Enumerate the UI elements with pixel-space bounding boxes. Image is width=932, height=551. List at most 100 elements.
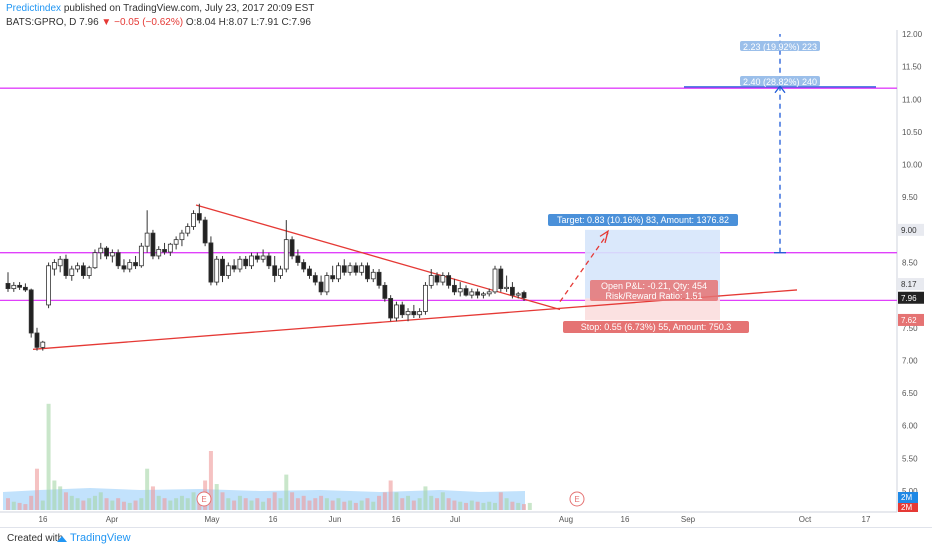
price-chart[interactable]: 5.005.506.006.507.007.508.008.509.009.50… (0, 0, 932, 527)
y-tick-label: 5.50 (902, 454, 918, 463)
volume-bar (516, 502, 521, 510)
volume-bar (388, 480, 393, 510)
projection-path (559, 232, 609, 303)
volume-bar (353, 502, 358, 510)
tradingview-logo-icon (57, 536, 67, 542)
x-tick-label: 16 (269, 515, 278, 524)
volume-bar (162, 498, 167, 510)
candle-body (521, 292, 527, 299)
candle-body (353, 265, 359, 273)
y-tick-label: 6.00 (902, 422, 918, 431)
volume-bar (469, 500, 474, 510)
volume-bar (394, 492, 399, 510)
x-tick-label: May (204, 515, 219, 524)
candle-body (109, 252, 115, 257)
candle-body (278, 268, 283, 276)
measure-label-2-text: 2.40 (28.82%) 240 (743, 77, 817, 87)
candle-body (330, 275, 336, 280)
candle-body (63, 258, 69, 276)
volume-bar (406, 495, 411, 510)
candle-body (40, 341, 46, 348)
volume-bar (208, 451, 213, 510)
volume-bar (11, 501, 16, 510)
candle-body (156, 249, 162, 257)
y-tick-label: 12.00 (902, 30, 923, 39)
candle-body (289, 239, 295, 257)
price-change: −0.05 (−0.62%) (114, 17, 184, 28)
volume-bar (179, 495, 184, 510)
volume-bar (510, 501, 515, 510)
candle-body (80, 265, 86, 276)
candle-body (22, 286, 28, 291)
down-arrow-icon: ▼ (101, 17, 112, 28)
volume-bar (261, 501, 266, 510)
projection-arrow-icon (599, 229, 610, 244)
candle-body (162, 249, 167, 253)
candle-body (318, 281, 324, 293)
x-tick-label: Aug (559, 515, 573, 524)
candle-body (295, 255, 301, 263)
volume-bar (116, 498, 121, 510)
volume-bar (98, 492, 103, 510)
candle-body (376, 271, 382, 286)
candle-body (127, 262, 133, 270)
volume-bar (435, 498, 440, 510)
candle-body (243, 258, 249, 267)
target-label-text: Target: 0.83 (10.16%) 83, Amount: 1376.8… (557, 215, 729, 225)
x-tick-label: 17 (862, 515, 871, 524)
candle-body (254, 255, 260, 260)
volume-bar (498, 492, 503, 510)
volume-bar (139, 498, 144, 510)
candle-body (492, 268, 498, 293)
x-tick-label: 16 (621, 515, 630, 524)
candle-body (440, 275, 446, 283)
volume-bar (150, 486, 155, 510)
candle-body (191, 213, 196, 227)
candle-body (336, 265, 341, 280)
earnings-marker[interactable] (569, 491, 585, 507)
volume-bar (446, 498, 451, 510)
candle-body (46, 265, 51, 306)
symbol-name[interactable]: BATS:GPRO, D (6, 17, 77, 28)
candle-body (498, 268, 504, 290)
x-tick-label: Oct (799, 515, 812, 524)
volume-bar (301, 495, 306, 510)
volume-bar (255, 498, 260, 510)
volume-bar (266, 498, 271, 510)
volume-bar (40, 500, 45, 510)
candle-body (388, 298, 394, 319)
trendline[interactable] (195, 204, 561, 311)
volume-bar (382, 492, 387, 510)
candle-body (17, 284, 22, 288)
candle-body (307, 268, 312, 276)
volume-bar (249, 500, 254, 510)
volume-label-box (898, 503, 918, 512)
candle-body (231, 265, 237, 270)
volume-bar (440, 492, 445, 510)
candle-body (260, 255, 266, 260)
candle-body (370, 271, 376, 280)
volume-bar (429, 495, 434, 510)
target-label-box (548, 214, 738, 226)
volume-bar (481, 502, 486, 510)
price-label-text: 7.62 (901, 316, 917, 325)
price-label-text: 7.96 (901, 294, 917, 303)
candle-body (150, 232, 156, 257)
earnings-marker[interactable] (196, 491, 212, 507)
candle-body (405, 311, 411, 316)
stop-label-box (563, 321, 749, 333)
y-tick-label: 10.50 (902, 128, 923, 137)
volume-bar (487, 501, 492, 510)
volume-bar (330, 500, 335, 510)
candle-body (249, 255, 254, 267)
volume-bar (23, 504, 28, 510)
candle-body (423, 284, 428, 312)
volume-bar (63, 492, 68, 510)
tradingview-brand-link[interactable]: TradingView (70, 532, 131, 544)
volume-bar (452, 500, 457, 510)
y-tick-label: 8.50 (902, 259, 918, 268)
volume-bar (319, 495, 324, 510)
volume-bar (87, 498, 92, 510)
candle-body (144, 232, 150, 247)
publisher-link[interactable]: Predictindex (6, 3, 62, 14)
